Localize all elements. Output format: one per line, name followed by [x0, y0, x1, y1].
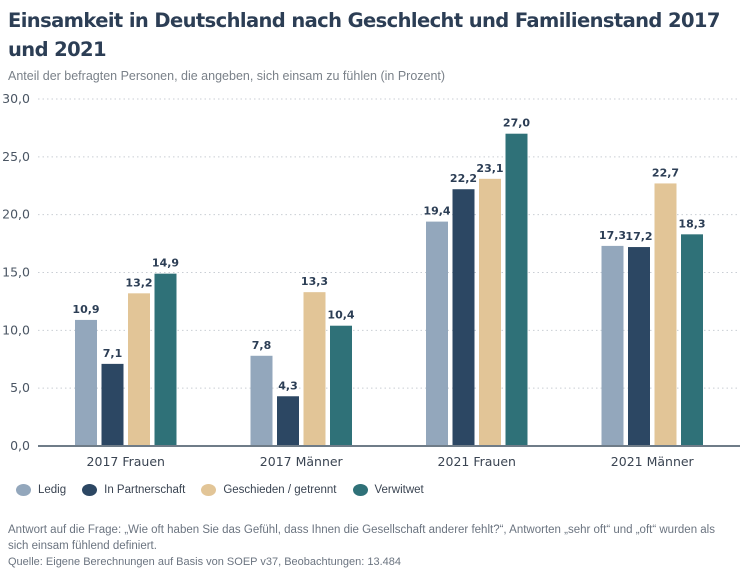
data-labels: 10,9 7,1 13,214,9 7,8 4,3 13,3 10,4 19,4 22,223,… — [72, 117, 705, 393]
y-tick-label: 25,0 — [2, 149, 30, 164]
bar[interactable] — [154, 273, 177, 446]
bar[interactable] — [75, 319, 97, 446]
legend-item-geschieden[interactable]: Geschieden / getrennt — [201, 484, 337, 496]
legend-label: In Partnerschaft — [104, 484, 186, 496]
data-label: 10,4 — [327, 309, 354, 322]
data-label: 10,9 — [72, 303, 99, 316]
footnote: Antwort auf die Frage: „Wie oft haben Si… — [8, 524, 715, 552]
data-label: 17,3 — [599, 229, 626, 242]
bar[interactable] — [426, 221, 448, 446]
source-note: Quelle: Eigene Berechnungen auf Basis vo… — [8, 556, 402, 568]
y-tick-label: 0,0 — [10, 438, 30, 453]
y-tick-label: 5,0 — [10, 380, 30, 395]
x-tick-label: 2021 Männer — [611, 454, 695, 469]
data-label: 22,7 — [652, 166, 679, 179]
legend-item-ledig[interactable]: Ledig — [16, 484, 66, 496]
bar[interactable] — [628, 247, 650, 446]
legend-label: Ledig — [38, 484, 67, 496]
x-tick-label: 2021 Frauen — [438, 454, 516, 469]
bar[interactable] — [452, 189, 475, 446]
legend-marker — [16, 484, 31, 496]
bar[interactable] — [101, 363, 124, 446]
legend-label: Geschieden / getrennt — [223, 484, 337, 496]
bar[interactable] — [654, 183, 677, 446]
y-tick-label: 10,0 — [2, 322, 30, 337]
data-label: 22,2 — [450, 172, 477, 185]
legend-marker — [82, 484, 98, 496]
legend-item-verwitwet[interactable]: Verwitwet — [352, 484, 424, 496]
legend-label: Verwitwet — [374, 484, 424, 496]
data-label: 27,0 — [503, 117, 530, 130]
bar[interactable] — [479, 178, 501, 446]
data-label: 7,8 — [252, 339, 272, 352]
data-label: 7,1 — [103, 347, 123, 360]
legend-item-partnerschaft[interactable]: In Partnerschaft — [82, 484, 185, 496]
data-label: 18,3 — [678, 217, 705, 230]
chart-title: Einsamkeit in Deutschland nach Geschlech… — [8, 9, 720, 61]
bar[interactable] — [277, 396, 299, 446]
data-label: 13,3 — [301, 275, 328, 288]
bar[interactable] — [681, 234, 703, 446]
x-tick-label: 2017 Frauen — [87, 454, 165, 469]
data-label: 4,3 — [278, 379, 298, 392]
bar[interactable] — [250, 355, 273, 446]
bars — [75, 133, 703, 446]
bar[interactable] — [505, 133, 528, 446]
data-label: 23,1 — [476, 162, 503, 175]
chart-subtitle: Anteil der befragten Personen, die angeb… — [8, 69, 446, 83]
legend-marker — [201, 484, 217, 496]
bar[interactable] — [128, 293, 150, 446]
bar-chart: 0,0 5,0 10,0 15,0 20,0 25,0 30,0 10,9 7,1 13,214… — [2, 91, 740, 469]
data-label: 14,9 — [152, 257, 179, 270]
bar[interactable] — [601, 245, 624, 446]
data-label: 19,4 — [423, 205, 450, 218]
legend-marker — [352, 484, 368, 496]
data-label: 17,2 — [625, 230, 652, 243]
y-tick-label: 15,0 — [2, 265, 30, 280]
bar[interactable] — [303, 292, 326, 446]
y-tick-label: 30,0 — [2, 91, 30, 106]
bar[interactable] — [330, 325, 352, 446]
y-axis: 0,0 5,0 10,0 15,0 20,0 25,0 30,0 — [2, 91, 30, 453]
x-tick-label: 2017 Männer — [260, 454, 344, 469]
x-axis: 2017 Frauen 2017 Männer 2021 Frauen 2021 Mä… — [38, 445, 740, 469]
y-tick-label: 20,0 — [2, 207, 30, 222]
legend: Ledig In Partnerschaft Geschieden / getr… — [16, 484, 440, 496]
data-label: 13,2 — [125, 276, 152, 289]
